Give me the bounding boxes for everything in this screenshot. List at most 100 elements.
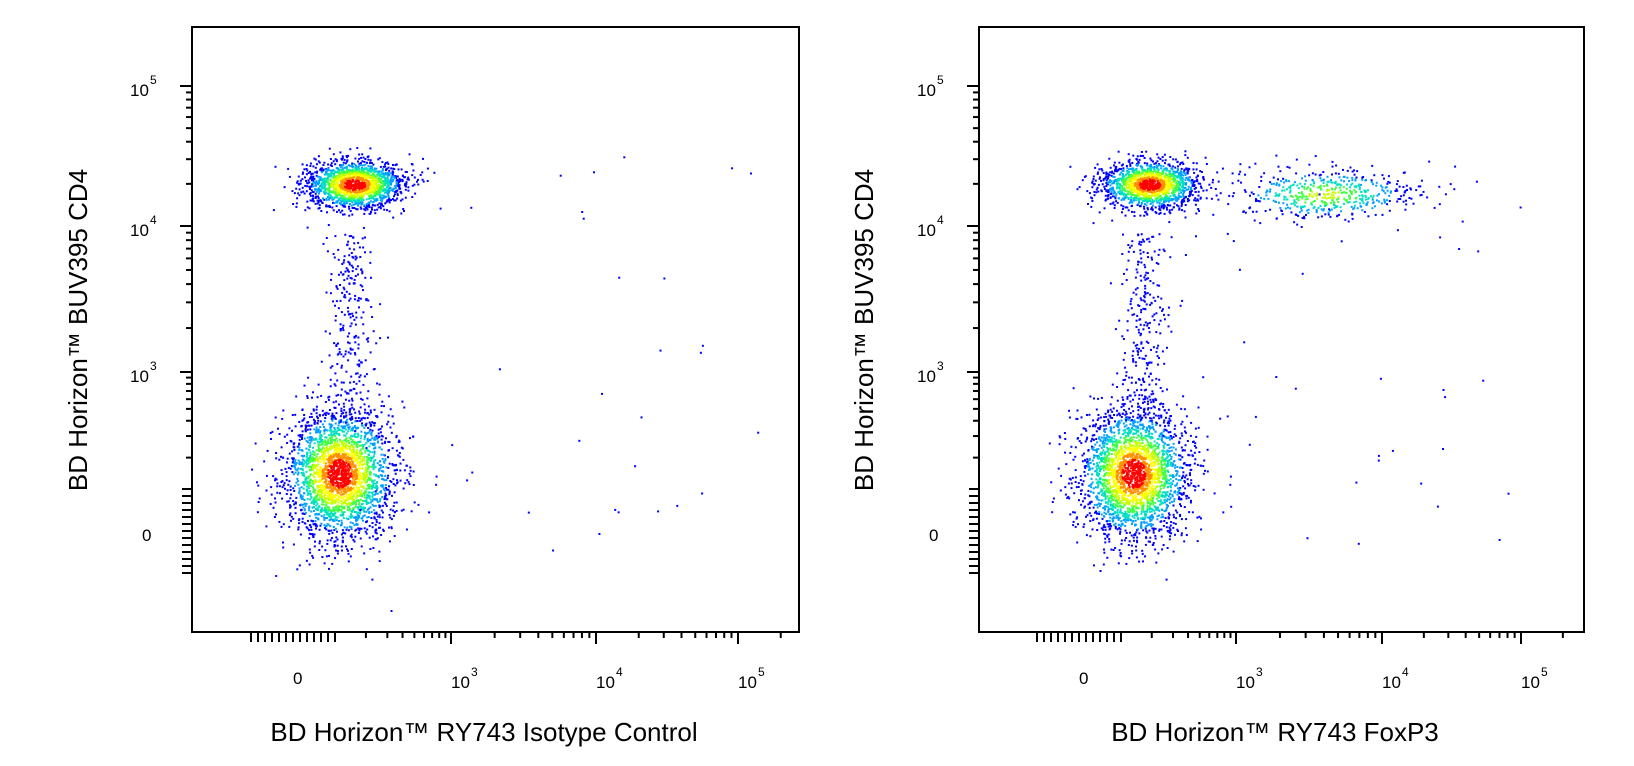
data-point bbox=[368, 201, 371, 204]
data-point bbox=[308, 490, 311, 493]
data-point bbox=[348, 254, 351, 257]
data-point bbox=[336, 200, 339, 203]
data-point bbox=[315, 504, 318, 507]
data-point bbox=[364, 434, 367, 437]
data-point bbox=[312, 418, 315, 421]
data-point bbox=[293, 192, 296, 195]
data-point bbox=[361, 202, 364, 205]
data-point bbox=[301, 172, 304, 175]
data-point bbox=[335, 193, 338, 196]
data-point bbox=[378, 436, 381, 438]
data-point bbox=[286, 489, 289, 492]
data-point bbox=[382, 530, 385, 532]
data-point bbox=[312, 460, 315, 463]
data-point bbox=[332, 498, 335, 501]
data-point bbox=[321, 507, 323, 510]
data-point bbox=[339, 323, 342, 326]
data-point bbox=[327, 396, 330, 399]
data-point bbox=[354, 502, 357, 505]
data-point bbox=[352, 452, 355, 455]
data-point bbox=[349, 276, 352, 279]
data-point bbox=[263, 460, 266, 463]
data-point bbox=[1080, 503, 1083, 506]
data-point bbox=[336, 488, 339, 491]
data-point bbox=[338, 403, 340, 406]
data-point bbox=[308, 483, 310, 486]
data-point bbox=[306, 182, 309, 185]
data-point bbox=[280, 525, 283, 528]
data-point bbox=[360, 507, 363, 510]
data-point bbox=[370, 276, 372, 279]
data-point bbox=[331, 206, 334, 209]
data-point bbox=[270, 493, 273, 496]
data-point bbox=[378, 513, 381, 516]
data-point bbox=[349, 555, 352, 558]
data-point bbox=[322, 481, 325, 484]
data-point bbox=[323, 497, 326, 499]
data-point bbox=[351, 171, 354, 174]
data-point bbox=[375, 415, 378, 418]
data-point bbox=[363, 436, 366, 439]
data-point bbox=[300, 191, 303, 194]
data-point bbox=[348, 214, 351, 217]
data-point bbox=[354, 411, 357, 414]
data-point bbox=[343, 457, 346, 460]
data-point bbox=[332, 414, 335, 417]
data-point bbox=[383, 188, 386, 191]
data-point bbox=[358, 363, 361, 366]
data-point bbox=[342, 490, 345, 493]
data-point bbox=[323, 498, 326, 501]
outlier-point bbox=[750, 172, 752, 175]
data-point bbox=[317, 463, 320, 466]
data-point bbox=[332, 191, 335, 194]
data-point bbox=[346, 190, 349, 193]
data-point bbox=[332, 169, 335, 172]
data-point bbox=[366, 161, 368, 164]
data-point bbox=[372, 177, 375, 180]
data-point bbox=[313, 464, 316, 467]
data-point bbox=[393, 535, 396, 537]
data-point bbox=[320, 360, 323, 363]
data-point bbox=[368, 195, 371, 198]
data-point bbox=[349, 408, 352, 411]
data-point bbox=[362, 447, 365, 450]
data-point bbox=[297, 434, 300, 437]
data-point bbox=[347, 423, 350, 426]
data-point bbox=[302, 482, 305, 485]
data-point bbox=[321, 201, 324, 204]
data-point bbox=[335, 345, 338, 347]
data-point bbox=[345, 438, 348, 440]
data-point bbox=[332, 439, 335, 441]
data-point bbox=[340, 388, 343, 391]
data-point bbox=[387, 166, 390, 169]
data-point bbox=[328, 442, 331, 445]
data-point bbox=[335, 171, 338, 174]
data-point bbox=[352, 387, 355, 390]
data-point bbox=[1184, 527, 1187, 530]
data-point bbox=[1085, 534, 1088, 537]
data-point bbox=[304, 176, 306, 179]
data-point bbox=[353, 408, 355, 411]
data-point bbox=[309, 444, 311, 447]
data-point bbox=[335, 286, 338, 289]
data-point bbox=[306, 457, 309, 460]
data-point bbox=[1132, 398, 1134, 401]
data-point bbox=[343, 259, 346, 262]
data-point bbox=[348, 332, 351, 335]
data-point bbox=[360, 417, 363, 420]
data-point bbox=[306, 488, 309, 491]
data-point bbox=[360, 418, 363, 421]
data-point bbox=[302, 487, 305, 490]
data-point bbox=[309, 192, 312, 194]
data-point bbox=[374, 474, 377, 477]
data-point bbox=[332, 465, 335, 468]
data-point bbox=[318, 438, 321, 441]
data-point bbox=[305, 439, 308, 442]
data-point bbox=[371, 421, 374, 424]
data-point bbox=[387, 395, 390, 398]
data-point bbox=[362, 199, 365, 202]
data-point bbox=[371, 495, 374, 498]
data-point bbox=[349, 316, 352, 319]
data-point bbox=[336, 552, 339, 555]
data-point bbox=[337, 192, 340, 194]
